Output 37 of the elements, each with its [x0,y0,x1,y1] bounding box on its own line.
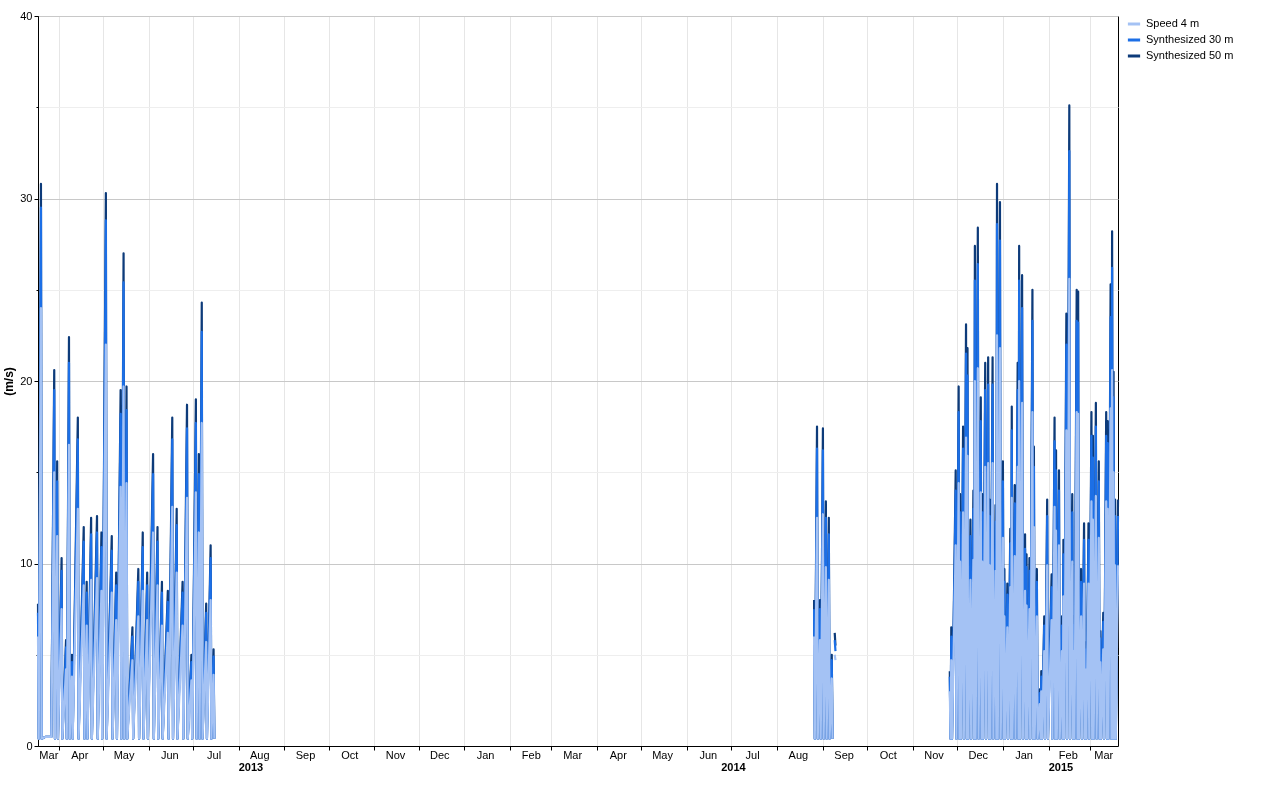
x-tick-label: Apr [71,748,89,761]
x-tick-label: Feb [521,748,541,761]
legend-label: Speed 4 m [1146,17,1200,29]
x2-tick-label: 2014 [721,760,747,773]
x-tick-label: Dec [430,748,451,761]
x-tick-label: Jan [1015,748,1033,761]
x-tick-label: May [652,748,674,761]
x-tick-label: Nov [385,748,406,761]
x-tick-label: Nov [924,748,945,761]
x-tick-label: Apr [609,748,628,761]
x-tick-label: Jul [745,748,760,761]
y-tick-label: 20 [20,374,33,387]
x2-tick-label: 2013 [238,760,264,773]
x-tick-label: Mar [563,748,583,761]
x-tick-label: Mar [1094,748,1114,761]
y-axis-title: (m/s) [2,367,17,396]
y-tick-label: 40 [20,9,33,22]
x-tick-label: Sep [834,748,854,761]
y-tick-label: 0 [26,739,33,752]
x-tick-label: Feb [1058,748,1078,761]
x-tick-label: Oct [879,748,897,761]
legend-label: Synthesized 50 m [1146,49,1234,61]
x-tick-label: Oct [341,748,359,761]
y-tick-label: 10 [20,557,33,569]
x-tick-label: Jan [476,748,495,761]
x-tick-label: Aug [250,748,270,761]
x-tick-label: Jun [699,748,718,761]
x2-tick-label: 2015 [1048,760,1074,773]
x-tick-label: Dec [968,748,989,761]
x-tick-label: Mar [39,748,59,761]
x-tick-label: Aug [788,748,809,761]
x-tick-label: Jul [207,748,222,761]
y-tick-label: 30 [20,192,33,204]
legend-label: Synthesized 30 m [1146,33,1234,45]
x-tick-label: May [113,748,135,761]
x-tick-label: Sep [295,748,316,761]
x-tick-label: Jun [160,748,179,761]
